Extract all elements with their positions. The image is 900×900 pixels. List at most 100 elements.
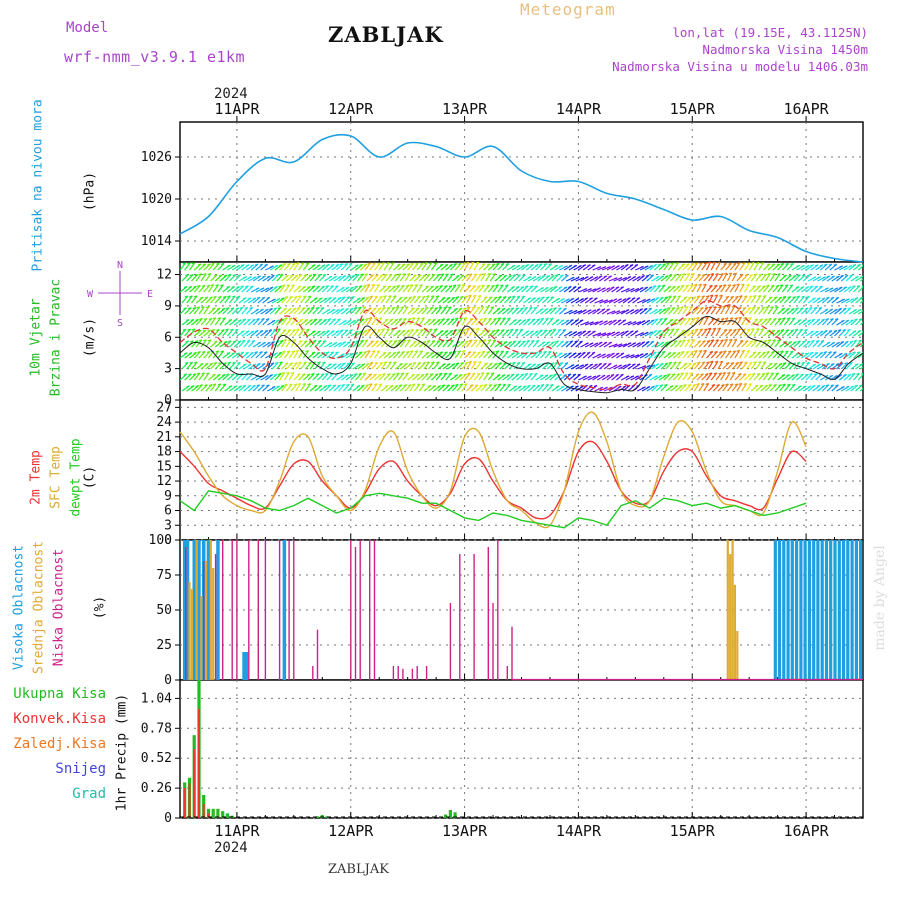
wind-arrow-head (186, 319, 190, 322)
wind-arrow (729, 262, 737, 271)
wind-arrow (696, 262, 703, 271)
wind-arrow (731, 272, 738, 282)
wind-arrow-head (401, 351, 405, 354)
wind-arrow (494, 383, 502, 392)
wind-arrow-head (446, 318, 450, 321)
wind-arrow-head (850, 319, 854, 322)
wind-arrow-head (523, 385, 527, 388)
wind-arrow-head (780, 350, 784, 353)
wind-arrow-head (490, 372, 495, 375)
wind-arrow-head (615, 373, 619, 376)
wind-arrow (271, 361, 279, 370)
wind-arrow-head (541, 341, 546, 344)
wind-arrow-head (309, 319, 313, 322)
wind-arrow-head (302, 285, 306, 288)
wind-arrow-head (492, 339, 496, 342)
wind-arrow-head (529, 285, 534, 288)
wind-arrow-head (185, 340, 189, 343)
wind-arrow (189, 373, 197, 381)
wind-arrow (769, 384, 777, 392)
wind-arrow-head (548, 350, 552, 353)
wind-arrow-head (825, 384, 829, 387)
wind-arrow-head (438, 306, 442, 309)
wind-arrow (741, 274, 749, 282)
wind-arrow-head (295, 262, 300, 265)
wind-arrow-head (378, 307, 382, 310)
wind-arrow (205, 273, 212, 282)
wind-arrow-head (320, 307, 325, 310)
wind-arrow-head (755, 262, 759, 265)
wind-arrow-head (321, 264, 326, 267)
wind-arrow-head (797, 340, 801, 343)
wind-arrow (748, 262, 755, 271)
wind-arrow-head (420, 328, 424, 332)
cloud-bar-low (264, 540, 267, 680)
wind-arrow-head (594, 342, 599, 345)
wind-arrow-head (572, 373, 576, 376)
wind-arrow-head (247, 297, 252, 300)
wind-arrow-head (558, 373, 562, 376)
wind-arrow-head (837, 329, 842, 332)
wind-arrow-head (852, 351, 856, 354)
wind-arrow (696, 373, 704, 381)
cloud-bar-low (416, 666, 418, 680)
wind-arrow-head (527, 297, 531, 300)
wind-arrow (764, 339, 772, 348)
wind-arrow-head (621, 310, 625, 313)
wind-arrow-head (473, 273, 477, 276)
wind-arrow (736, 295, 743, 304)
wind-arrow-head (780, 329, 785, 332)
wind-arrow (371, 317, 378, 326)
wind-arrow-head (212, 383, 217, 386)
wind-arrow-head (444, 285, 448, 288)
wind-arrow (558, 329, 567, 337)
wind-arrow-head (771, 329, 776, 332)
wind-arrow (755, 273, 763, 282)
wind-arrow-head (364, 273, 368, 276)
wind-arrow-head (682, 339, 686, 342)
wind-arrow-head (250, 330, 255, 333)
wind-arrow-head (231, 373, 235, 376)
wind-arrow (743, 284, 750, 293)
legend-ukupna: Ukupna Kisa (13, 686, 106, 702)
wind-arrow-head (686, 272, 690, 276)
cloud-bar-low (411, 668, 414, 680)
wind-arrow (459, 307, 467, 315)
wind-arrow-head (312, 264, 316, 267)
wind-arrow-head (645, 274, 650, 277)
wind-arrow-head (244, 306, 248, 309)
wind-arrow (793, 295, 801, 304)
wind-arrow (485, 384, 493, 392)
wind-arrow-head (472, 294, 477, 297)
wind-arrow (361, 318, 369, 326)
wind-arrow-head (758, 361, 762, 364)
wind-arrow-head (689, 305, 693, 309)
wind-arrow-head (630, 375, 635, 378)
wind-arrow (703, 273, 711, 282)
wind-arrow-head (382, 306, 386, 309)
wind-arrow-head (513, 385, 517, 388)
wind-arrow-head (834, 375, 838, 378)
wind-arrow (409, 274, 417, 282)
wind-arrow (710, 372, 718, 381)
wind-arrow-head (621, 265, 625, 268)
day-label-bottom-4: 15APR (670, 822, 716, 840)
wind-arrow (485, 317, 493, 326)
wind-arrow (788, 383, 796, 392)
wind-arrow (466, 339, 473, 348)
wind-arrow (451, 383, 459, 392)
wind-arrow (298, 307, 306, 315)
wind-arrow-head (688, 362, 692, 365)
wind-arrow (698, 383, 705, 392)
wind-arrow-head (777, 339, 781, 342)
wind-arrow-head (855, 275, 859, 278)
wind-arrow-head (859, 384, 863, 387)
wind-arrow-head (826, 296, 830, 299)
wind-arrow-head (482, 339, 487, 342)
wind-arrow-head (694, 328, 699, 331)
wind-arrow-head (297, 382, 301, 385)
wind-arrow-head (757, 294, 762, 298)
wind-arrow (321, 285, 330, 293)
wind-arrow-head (313, 318, 318, 321)
wind-arrow (705, 327, 712, 337)
